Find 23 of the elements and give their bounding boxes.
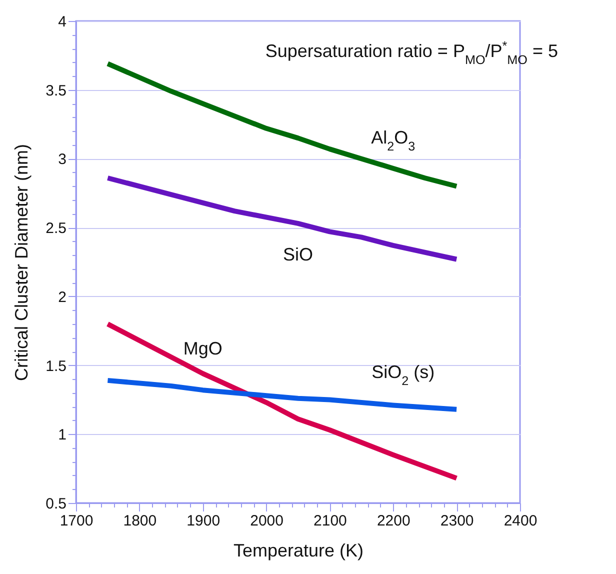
- x-tick-label: 2300: [440, 512, 474, 530]
- y-tick-label: 2: [58, 288, 66, 306]
- x-axis-title: Temperature (K): [233, 540, 364, 560]
- y-tick-label: 2.5: [46, 220, 66, 238]
- x-tick-label: 1700: [60, 512, 94, 530]
- y-tick-label: 0.5: [46, 496, 66, 512]
- series-label: Al$_{2}$O$_{3}$: [371, 127, 416, 154]
- x-tick-label: 1800: [123, 512, 157, 530]
- y-tick-label: 3: [58, 151, 66, 168]
- x-tick-label: 1900: [186, 512, 220, 530]
- series-label: SiO$_{2}$ (s): [372, 362, 435, 388]
- x-tick-label: 2100: [314, 512, 347, 530]
- series-label: MgO: [183, 338, 222, 359]
- annotation: Supersaturation ratio = P$_{MO}$/P$^{*}$$_{MO}$ = 5: [265, 39, 558, 67]
- x-tick-label: 2000: [250, 512, 284, 530]
- y-tick-label: 1.5: [46, 358, 66, 375]
- x-tick-label: 2400: [504, 512, 538, 530]
- x-tick-label: 2200: [376, 512, 410, 530]
- y-axis-title: Critical Cluster Diameter (nm): [12, 144, 32, 382]
- y-tick-label: 4: [58, 14, 66, 30]
- y-tick-label: 3.5: [46, 82, 66, 100]
- y-tick-label: 1: [58, 426, 66, 444]
- series-label: SiO: [282, 244, 314, 264]
